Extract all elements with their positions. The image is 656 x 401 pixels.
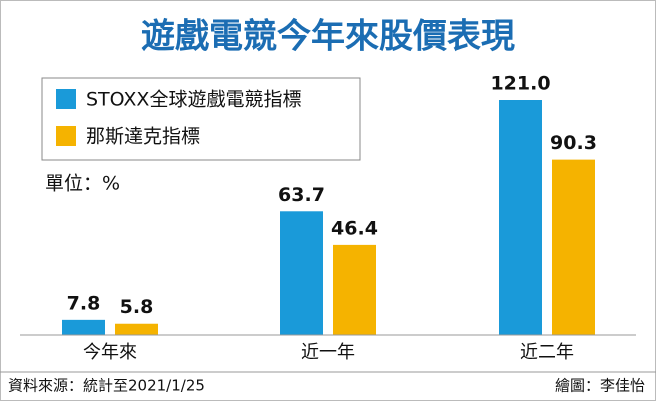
value-label: 90.3 — [550, 132, 597, 154]
legend-label: 那斯達克指標 — [86, 126, 200, 148]
x-tick-label: 今年來 — [83, 342, 137, 363]
legend-swatch — [56, 89, 76, 109]
x-tick-label: 近二年 — [520, 342, 574, 363]
x-tick-label: 近一年 — [301, 342, 355, 363]
unit-label: 單位：% — [45, 173, 120, 195]
bar — [62, 319, 105, 335]
chart-title: 遊戲電競今年來股價表現 — [141, 17, 515, 57]
bar — [333, 244, 376, 335]
value-label: 5.8 — [120, 296, 154, 318]
bar — [280, 211, 323, 335]
value-label: 121.0 — [490, 73, 550, 95]
source: 資料來源：統計至2021/1/25 — [8, 377, 205, 395]
credit: 繪圖：李佳怡 — [555, 377, 645, 395]
bar — [552, 159, 595, 335]
bar — [115, 323, 158, 335]
bar — [499, 100, 542, 335]
legend-box — [41, 77, 361, 161]
value-label: 46.4 — [331, 217, 378, 239]
legend-swatch — [56, 126, 76, 146]
legend-label: STOXX全球遊戲電競指標 — [86, 89, 301, 111]
value-label: 7.8 — [67, 292, 101, 314]
value-label: 63.7 — [278, 184, 325, 206]
